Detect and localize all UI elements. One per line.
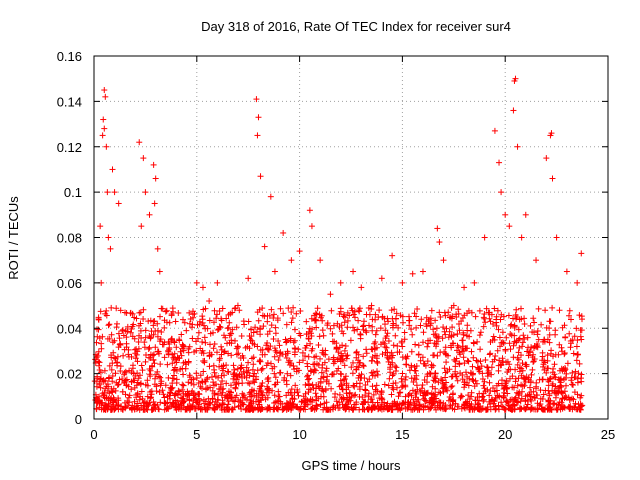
data-point bbox=[436, 239, 443, 246]
y-tick-label: 0.04 bbox=[57, 321, 82, 336]
data-point bbox=[399, 279, 406, 286]
data-point bbox=[146, 211, 153, 218]
data-point bbox=[481, 234, 488, 241]
data-point bbox=[254, 132, 261, 139]
y-tick-label: 0.14 bbox=[57, 94, 82, 109]
data-point bbox=[193, 279, 200, 286]
data-point bbox=[419, 268, 426, 275]
data-point bbox=[267, 193, 274, 200]
data-point bbox=[327, 291, 334, 298]
data-points bbox=[91, 75, 586, 413]
y-tick-label: 0 bbox=[75, 412, 82, 427]
y-tick-labels: 0 0.02 0.04 0.06 0.08 0.1 0.12 0.14 0.16 bbox=[57, 49, 82, 427]
data-point bbox=[337, 279, 344, 286]
data-point bbox=[115, 200, 122, 207]
x-tick-label: 10 bbox=[292, 427, 306, 442]
dense-point-band bbox=[91, 304, 586, 413]
x-tick-label: 5 bbox=[193, 427, 200, 442]
chart-title: Day 318 of 2016, Rate Of TEC Index for r… bbox=[201, 19, 511, 34]
data-point bbox=[105, 234, 112, 241]
data-point bbox=[514, 143, 521, 150]
axis-ticks bbox=[93, 55, 609, 420]
data-point bbox=[101, 87, 108, 94]
dense-point-band-path bbox=[91, 304, 586, 413]
data-point bbox=[214, 279, 221, 286]
data-point bbox=[150, 161, 157, 168]
data-point bbox=[574, 279, 581, 286]
data-point bbox=[563, 268, 570, 275]
y-tick-label: 0.12 bbox=[57, 140, 82, 155]
data-point bbox=[378, 275, 385, 282]
data-point bbox=[156, 268, 163, 275]
data-point bbox=[543, 155, 550, 162]
data-point bbox=[548, 130, 555, 137]
data-point bbox=[271, 268, 278, 275]
y-tick-label: 0.1 bbox=[64, 185, 82, 200]
data-point bbox=[471, 279, 478, 286]
x-tick-label: 15 bbox=[395, 427, 409, 442]
data-point bbox=[434, 225, 441, 232]
data-point bbox=[206, 298, 213, 305]
x-tick-label: 0 bbox=[90, 427, 97, 442]
data-point bbox=[104, 189, 111, 196]
x-axis-label: GPS time / hours bbox=[302, 458, 401, 473]
data-point bbox=[296, 248, 303, 255]
data-point bbox=[409, 270, 416, 277]
data-point bbox=[553, 234, 560, 241]
data-point bbox=[578, 250, 585, 257]
data-point bbox=[280, 229, 287, 236]
data-point bbox=[510, 107, 517, 114]
data-point bbox=[100, 116, 107, 123]
data-point bbox=[288, 257, 295, 264]
data-point bbox=[498, 189, 505, 196]
data-point bbox=[358, 284, 365, 291]
data-point bbox=[136, 139, 143, 146]
data-point bbox=[255, 114, 262, 121]
data-point bbox=[152, 175, 159, 182]
data-point bbox=[253, 96, 260, 103]
data-point bbox=[440, 257, 447, 264]
y-axis-label: ROTI / TECUs bbox=[6, 196, 21, 280]
data-point bbox=[496, 159, 503, 166]
x-tick-label: 25 bbox=[601, 427, 615, 442]
data-point bbox=[317, 257, 324, 264]
data-point bbox=[549, 175, 556, 182]
data-point bbox=[389, 252, 396, 259]
data-point bbox=[199, 284, 206, 291]
data-point bbox=[306, 207, 313, 214]
data-point bbox=[350, 268, 357, 275]
data-point bbox=[111, 189, 118, 196]
data-point bbox=[107, 245, 114, 252]
data-point bbox=[308, 223, 315, 230]
data-point bbox=[151, 200, 158, 207]
y-tick-label: 0.02 bbox=[57, 367, 82, 382]
data-point bbox=[101, 125, 108, 132]
data-point bbox=[154, 245, 161, 252]
data-point bbox=[506, 223, 513, 230]
data-point bbox=[142, 189, 149, 196]
data-point bbox=[533, 257, 540, 264]
x-tick-label: 20 bbox=[498, 427, 512, 442]
data-point bbox=[502, 211, 509, 218]
y-tick-label: 0.16 bbox=[57, 49, 82, 64]
data-point bbox=[109, 166, 116, 173]
data-point bbox=[512, 75, 519, 82]
data-point bbox=[261, 243, 268, 250]
data-point bbox=[491, 127, 498, 134]
data-point bbox=[103, 143, 110, 150]
y-tick-label: 0.06 bbox=[57, 276, 82, 291]
data-point bbox=[99, 132, 106, 139]
data-point bbox=[140, 155, 147, 162]
data-point bbox=[245, 275, 252, 282]
data-point bbox=[518, 234, 525, 241]
data-point bbox=[138, 223, 145, 230]
data-point bbox=[257, 173, 264, 180]
x-tick-labels: 0 5 10 15 20 25 bbox=[90, 427, 615, 442]
data-point bbox=[102, 93, 109, 100]
data-point bbox=[97, 223, 104, 230]
data-point bbox=[461, 284, 468, 291]
y-tick-label: 0.08 bbox=[57, 231, 82, 246]
data-point bbox=[522, 211, 529, 218]
